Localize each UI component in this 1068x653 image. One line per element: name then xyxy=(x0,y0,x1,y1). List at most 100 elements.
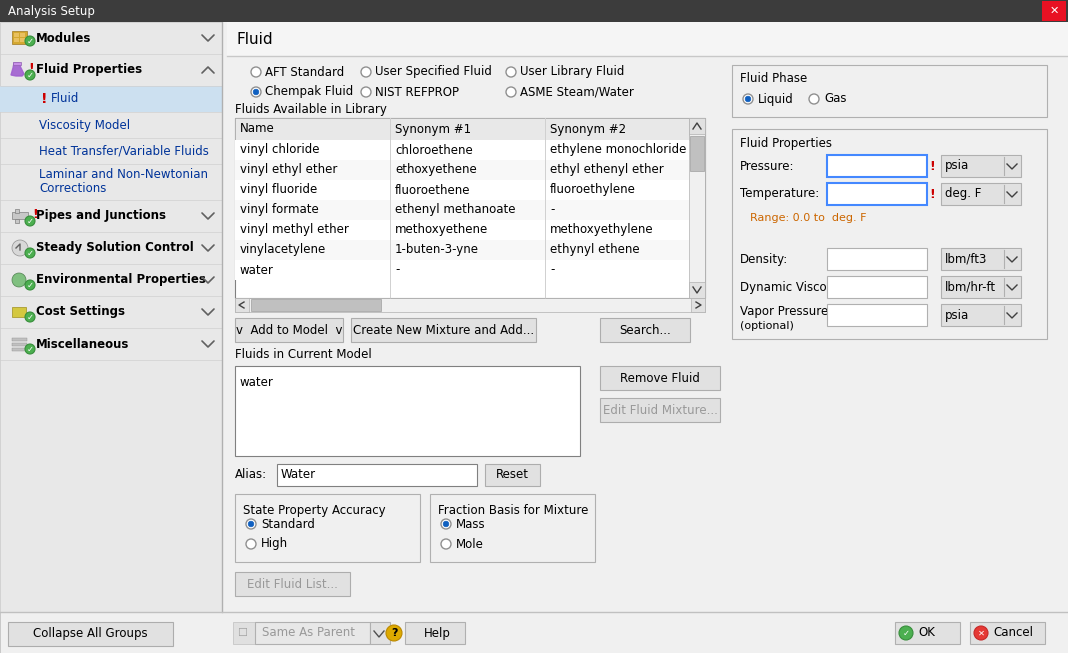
Text: water: water xyxy=(240,264,273,276)
Bar xyxy=(235,260,689,280)
Bar xyxy=(235,572,350,596)
Text: -: - xyxy=(550,204,554,217)
Text: vinylacetylene: vinylacetylene xyxy=(240,244,326,257)
Text: Range: 0.0 to  deg. F: Range: 0.0 to deg. F xyxy=(750,213,866,223)
Bar xyxy=(235,118,705,298)
Text: Temperature:: Temperature: xyxy=(740,187,819,200)
Bar xyxy=(732,65,1047,117)
Bar xyxy=(941,304,1021,326)
Text: Fluid: Fluid xyxy=(51,93,79,106)
Text: Fraction Basis for Mixture: Fraction Basis for Mixture xyxy=(438,504,588,517)
Bar xyxy=(12,338,27,341)
Bar xyxy=(12,31,27,44)
Bar xyxy=(827,183,927,205)
Text: vinyl ethyl ether: vinyl ethyl ether xyxy=(240,163,337,176)
Text: Create New Mixture and Add...: Create New Mixture and Add... xyxy=(352,323,534,336)
Text: OK: OK xyxy=(918,626,934,639)
Text: Collapse All Groups: Collapse All Groups xyxy=(33,628,147,641)
Circle shape xyxy=(441,519,451,529)
Text: Pipes and Junctions: Pipes and Junctions xyxy=(36,210,166,223)
Circle shape xyxy=(386,625,402,641)
Text: Alias:: Alias: xyxy=(235,468,267,481)
Text: ?: ? xyxy=(391,628,397,638)
Text: Synonym #2: Synonym #2 xyxy=(550,123,626,136)
Circle shape xyxy=(25,312,35,322)
Bar xyxy=(689,118,705,298)
Text: Fluid Properties: Fluid Properties xyxy=(740,137,832,150)
Bar xyxy=(12,343,27,346)
Circle shape xyxy=(25,248,35,258)
Bar xyxy=(277,464,477,486)
Circle shape xyxy=(743,94,753,104)
Text: ethylene monochloride: ethylene monochloride xyxy=(550,144,687,157)
Text: (optional): (optional) xyxy=(740,321,794,331)
Text: lbm/ft3: lbm/ft3 xyxy=(945,253,988,266)
Text: Name: Name xyxy=(240,123,274,136)
Text: Corrections: Corrections xyxy=(40,182,107,195)
Bar xyxy=(12,348,27,351)
Text: vinyl methyl ether: vinyl methyl ether xyxy=(240,223,349,236)
Circle shape xyxy=(25,70,35,80)
Text: User Library Fluid: User Library Fluid xyxy=(520,65,625,78)
Text: Cancel: Cancel xyxy=(993,626,1033,639)
Text: !: ! xyxy=(32,208,37,221)
Text: -: - xyxy=(395,264,399,276)
Text: Fluids in Current Model: Fluids in Current Model xyxy=(235,347,372,360)
Text: lbm/hr-ft: lbm/hr-ft xyxy=(945,281,996,293)
Circle shape xyxy=(506,67,516,77)
Bar xyxy=(0,0,1068,22)
Bar xyxy=(1005,249,1020,269)
Text: Remove Fluid: Remove Fluid xyxy=(621,372,700,385)
Text: !: ! xyxy=(929,159,934,172)
Text: ✕: ✕ xyxy=(1050,6,1058,16)
Text: ☐: ☐ xyxy=(237,628,247,638)
Bar xyxy=(227,22,1068,56)
Circle shape xyxy=(361,87,371,97)
Text: fluoroethene: fluoroethene xyxy=(395,183,471,197)
Bar xyxy=(14,33,19,37)
Bar xyxy=(235,220,689,240)
Text: psia: psia xyxy=(945,308,970,321)
Bar xyxy=(0,612,222,653)
Circle shape xyxy=(12,240,28,256)
Text: Cost Settings: Cost Settings xyxy=(36,306,125,319)
Circle shape xyxy=(25,344,35,354)
Bar xyxy=(20,38,25,42)
Circle shape xyxy=(974,626,988,640)
Text: v  Add to Model  v: v Add to Model v xyxy=(236,323,342,336)
Circle shape xyxy=(246,519,256,529)
Text: ethoxyethene: ethoxyethene xyxy=(395,163,476,176)
Text: ✓: ✓ xyxy=(27,37,33,46)
Text: ethynyl ethene: ethynyl ethene xyxy=(550,244,640,257)
Text: NIST REFPROP: NIST REFPROP xyxy=(375,86,459,99)
Bar xyxy=(235,118,689,140)
Bar xyxy=(13,62,21,65)
Circle shape xyxy=(253,89,258,95)
Text: ✓: ✓ xyxy=(27,71,33,80)
Bar xyxy=(233,622,255,644)
Text: Synonym #1: Synonym #1 xyxy=(395,123,471,136)
Text: Fluid Properties: Fluid Properties xyxy=(36,63,142,76)
Bar xyxy=(691,298,705,312)
Bar xyxy=(235,200,689,220)
Bar xyxy=(600,366,720,390)
Text: vinyl fluoride: vinyl fluoride xyxy=(240,183,317,197)
Text: Vapor Pressure:: Vapor Pressure: xyxy=(740,306,832,319)
Text: ✓: ✓ xyxy=(27,345,33,353)
Bar xyxy=(895,622,960,644)
Bar xyxy=(15,209,19,213)
Text: Laminar and Non-Newtonian: Laminar and Non-Newtonian xyxy=(40,168,208,182)
Text: fluoroethylene: fluoroethylene xyxy=(550,183,635,197)
Text: ✕: ✕ xyxy=(977,628,985,637)
Text: Fluid: Fluid xyxy=(237,31,273,46)
Bar xyxy=(1005,277,1020,297)
Bar xyxy=(689,118,705,134)
Bar xyxy=(941,155,1021,177)
Circle shape xyxy=(745,96,751,102)
Text: ethyl ethenyl ether: ethyl ethenyl ether xyxy=(550,163,663,176)
Bar xyxy=(0,86,222,112)
Circle shape xyxy=(246,539,256,549)
Text: water: water xyxy=(240,376,273,389)
Text: Search...: Search... xyxy=(619,323,671,336)
Text: State Property Accuracy: State Property Accuracy xyxy=(244,504,386,517)
